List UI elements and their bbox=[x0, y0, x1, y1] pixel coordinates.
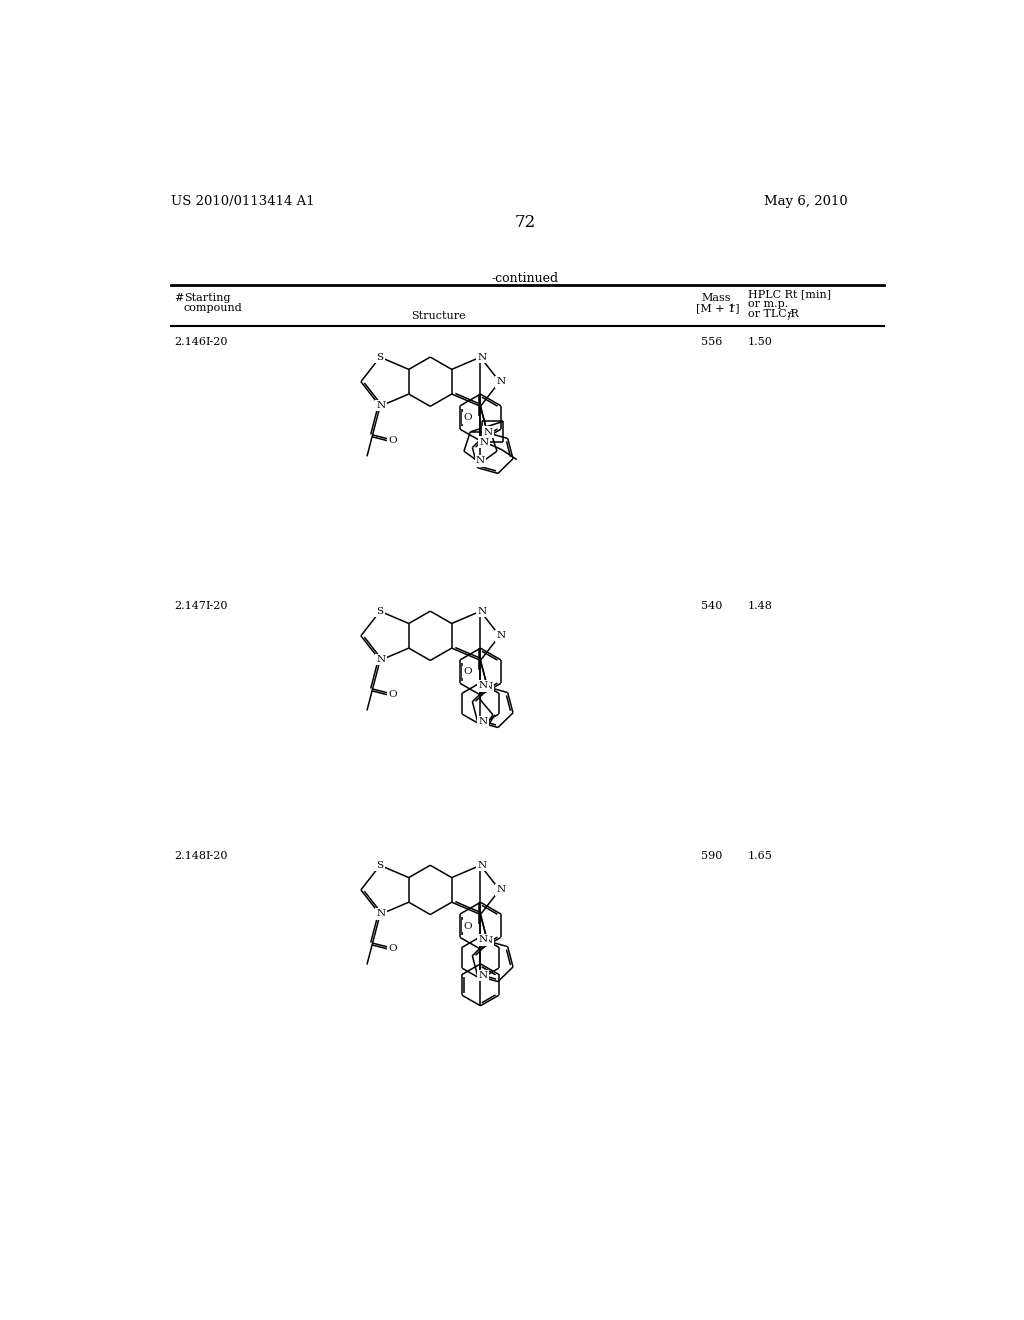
Text: 2.147: 2.147 bbox=[174, 601, 207, 611]
Text: #: # bbox=[174, 293, 184, 304]
Text: N: N bbox=[479, 438, 488, 447]
Text: Starting: Starting bbox=[183, 293, 230, 304]
Text: N: N bbox=[376, 655, 385, 664]
Text: O: O bbox=[389, 436, 397, 445]
Text: May 6, 2010: May 6, 2010 bbox=[764, 195, 847, 209]
Text: US 2010/0113414 A1: US 2010/0113414 A1 bbox=[171, 195, 314, 209]
Text: N: N bbox=[478, 681, 487, 690]
Text: Mass: Mass bbox=[701, 293, 731, 304]
Text: N: N bbox=[483, 428, 493, 437]
Text: N: N bbox=[497, 631, 506, 640]
Text: O: O bbox=[464, 668, 472, 676]
Text: S: S bbox=[377, 607, 384, 615]
Text: f: f bbox=[787, 312, 791, 319]
Text: N: N bbox=[478, 972, 487, 981]
Text: Structure: Structure bbox=[411, 312, 465, 321]
Text: N: N bbox=[497, 378, 506, 387]
Text: N: N bbox=[477, 352, 486, 362]
Text: +: + bbox=[728, 302, 735, 310]
Text: N: N bbox=[483, 681, 493, 690]
Text: S: S bbox=[377, 352, 384, 362]
Text: O: O bbox=[389, 944, 397, 953]
Text: 1.65: 1.65 bbox=[748, 851, 773, 862]
Text: compound: compound bbox=[183, 304, 243, 313]
Text: N: N bbox=[497, 886, 506, 895]
Text: 2.148: 2.148 bbox=[174, 851, 207, 862]
Text: or m.p.: or m.p. bbox=[748, 300, 788, 309]
Text: O: O bbox=[464, 921, 472, 931]
Text: 1.48: 1.48 bbox=[748, 601, 773, 611]
Text: N: N bbox=[476, 457, 485, 465]
Text: 540: 540 bbox=[701, 601, 723, 611]
Text: N: N bbox=[477, 861, 486, 870]
Text: or TLC:R: or TLC:R bbox=[748, 309, 799, 319]
Text: N: N bbox=[376, 401, 385, 411]
Text: HPLC Rt [min]: HPLC Rt [min] bbox=[748, 289, 831, 300]
Text: 1.50: 1.50 bbox=[748, 337, 773, 347]
Text: N: N bbox=[477, 607, 486, 615]
Text: O: O bbox=[464, 413, 472, 422]
Text: 590: 590 bbox=[701, 851, 723, 862]
Text: 556: 556 bbox=[701, 337, 723, 347]
Text: -continued: -continued bbox=[492, 272, 558, 285]
Text: N: N bbox=[478, 936, 487, 944]
Text: N: N bbox=[376, 909, 385, 919]
Text: S: S bbox=[377, 861, 384, 870]
Text: I-20: I-20 bbox=[206, 337, 228, 347]
Text: N: N bbox=[478, 717, 487, 726]
Text: 2.146: 2.146 bbox=[174, 337, 207, 347]
Text: [M + 1]: [M + 1] bbox=[696, 304, 739, 313]
Text: 72: 72 bbox=[514, 214, 536, 231]
Text: I-20: I-20 bbox=[206, 601, 228, 611]
Text: N: N bbox=[483, 936, 493, 945]
Text: O: O bbox=[389, 690, 397, 698]
Text: I-20: I-20 bbox=[206, 851, 228, 862]
